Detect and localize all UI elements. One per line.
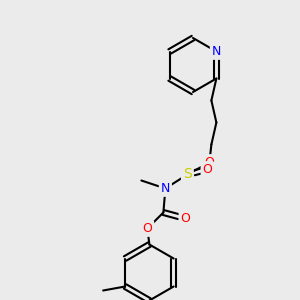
Text: S: S [183, 167, 192, 182]
Text: O: O [202, 163, 212, 176]
Text: N: N [161, 182, 170, 195]
Text: O: O [204, 156, 214, 169]
Text: N: N [212, 45, 221, 58]
Text: O: O [142, 222, 152, 235]
Text: O: O [180, 212, 190, 225]
